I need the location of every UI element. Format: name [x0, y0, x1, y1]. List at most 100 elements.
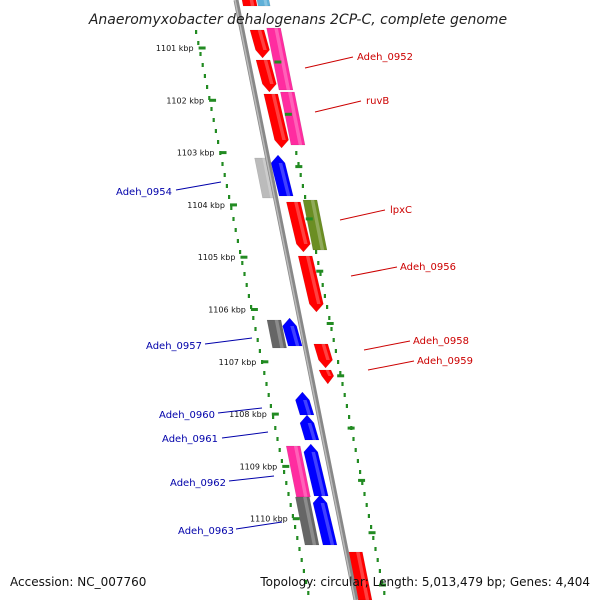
tick-label: 1110 kbp: [250, 515, 288, 524]
ruler-dot: [265, 382, 268, 386]
tick-mark-right: [326, 322, 334, 325]
ruler-dot: [245, 283, 248, 287]
gene-adeh-0962-shine: [311, 452, 326, 496]
ruler-dot: [337, 360, 340, 364]
ruler-dot: [267, 393, 270, 397]
ruler-dot: [289, 503, 292, 507]
ruler-dot: [356, 459, 359, 463]
gene-features: [241, 0, 373, 600]
tick-mark-right: [305, 217, 313, 221]
tick-mark-right: [358, 478, 366, 482]
ruler-dot: [291, 514, 294, 518]
ruler-dot: [210, 107, 213, 111]
leader-line: [228, 475, 275, 482]
tick-label: 1105 kbp: [198, 253, 236, 262]
gene-top-red: [241, 0, 258, 7]
ruler-dot: [208, 96, 211, 100]
ruler-dot: [197, 41, 200, 45]
gene-adeh-0956-body: [297, 255, 324, 313]
ruler-dot: [230, 206, 233, 210]
ruler-dot: [247, 294, 250, 298]
gene-adeh-0960-shine: [303, 400, 312, 415]
ruler-dot: [285, 481, 288, 485]
tick-label: 1102 kbp: [166, 96, 204, 105]
ruler-dot: [232, 217, 235, 221]
gene-adeh-0963-body: [312, 494, 338, 546]
cog-adeh-0957-body: [266, 319, 287, 349]
leader-line: [304, 56, 354, 69]
gene-adeh-0961-shine: [307, 423, 317, 440]
cog-adeh-0957-shine: [274, 320, 284, 348]
ruler-dot: [278, 448, 281, 452]
gene-label-adeh-0956: Adeh_0956: [400, 262, 456, 273]
ruler-dot: [274, 426, 277, 430]
gene-label-lpxc: lpxC: [390, 205, 412, 216]
cog-ruvb-body: [280, 91, 306, 146]
ruler-dot: [294, 525, 297, 529]
ruler-dot: [374, 547, 377, 551]
leader-line: [221, 431, 269, 439]
gene-labels: Adeh_0952 ruvB Adeh_0954 lpxC Adeh_0956 Adeh_…: [116, 52, 473, 537]
ruler-dot: [361, 481, 364, 485]
topology-text: Topology: circular; Length: 5,013,479 bp…: [259, 575, 590, 589]
gene-adeh-0959: [318, 369, 335, 385]
gene-bottom-red-shine: [356, 552, 370, 600]
ruler-dot: [217, 140, 220, 144]
ruler-dot: [203, 74, 206, 78]
ruler-dot: [317, 261, 320, 265]
cog-adeh-0963-body: [295, 496, 320, 546]
tick-label: 1106 kbp: [208, 306, 246, 315]
gene-label-adeh-0954: Adeh_0954: [116, 187, 172, 198]
cog-adeh-0962-shine: [293, 446, 308, 497]
gene-adeh-0952-b-shine: [263, 60, 274, 84]
ruler-dot: [354, 448, 357, 452]
kbp-ticks: 1101 kbp 1102 kbp 1103 kbp 1104 kbp 1105 kbp…: [156, 44, 386, 587]
ruler-dot: [296, 536, 299, 540]
ruler-dot: [343, 393, 346, 397]
tick-mark: [271, 412, 279, 416]
gene-adeh-0952-a-shine: [257, 30, 267, 50]
gene-adeh-0954-body: [270, 154, 294, 197]
tick-label: 1104 kbp: [187, 201, 225, 210]
leader-line: [363, 340, 411, 351]
gene-top-red-body: [241, 0, 258, 7]
ruler-dot: [300, 558, 303, 562]
ruler-dot: [195, 30, 198, 34]
gene-top-red-shine: [249, 0, 255, 6]
tick-mark: [282, 464, 290, 468]
gene-lpxc: [286, 201, 311, 253]
tick-mark: [292, 517, 300, 521]
gene-adeh-0960: [295, 391, 315, 416]
ruler-dot: [243, 272, 246, 276]
ruler-dot: [348, 415, 351, 419]
gene-adeh-0952-b: [255, 59, 277, 93]
ruler-dot: [214, 129, 217, 133]
gene-adeh-0956: [297, 255, 324, 313]
leader-line: [367, 360, 415, 371]
ruler-dot: [276, 437, 279, 441]
gene-adeh-0957: [282, 317, 303, 347]
ruler-dot: [239, 250, 242, 254]
ruler-dot: [334, 349, 337, 353]
gene-adeh-0963: [312, 494, 338, 546]
gene-adeh-0958-shine: [321, 344, 330, 360]
tick-label: 1103 kbp: [177, 149, 215, 158]
cog-adeh-0952-body: [266, 27, 294, 91]
ruler-dot: [258, 349, 261, 353]
ruler-dot: [326, 305, 329, 309]
tick-mark: [240, 255, 248, 259]
gene-label-ruvb: ruvB: [366, 96, 389, 107]
ruler-dot: [301, 184, 304, 188]
ruler-dot: [234, 228, 237, 232]
cog-adeh-0957: [266, 319, 287, 349]
ruler-dot: [287, 492, 290, 496]
gene-label-adeh-0959: Adeh_0959: [417, 356, 473, 367]
gene-adeh-0957-body: [282, 317, 303, 347]
tick-mark: [261, 360, 269, 364]
ruler-dot: [339, 371, 342, 375]
ruler-dot: [236, 239, 239, 243]
tick-mark-right: [316, 269, 324, 273]
ruler-dot: [256, 338, 259, 342]
ruler-dot: [263, 371, 266, 375]
